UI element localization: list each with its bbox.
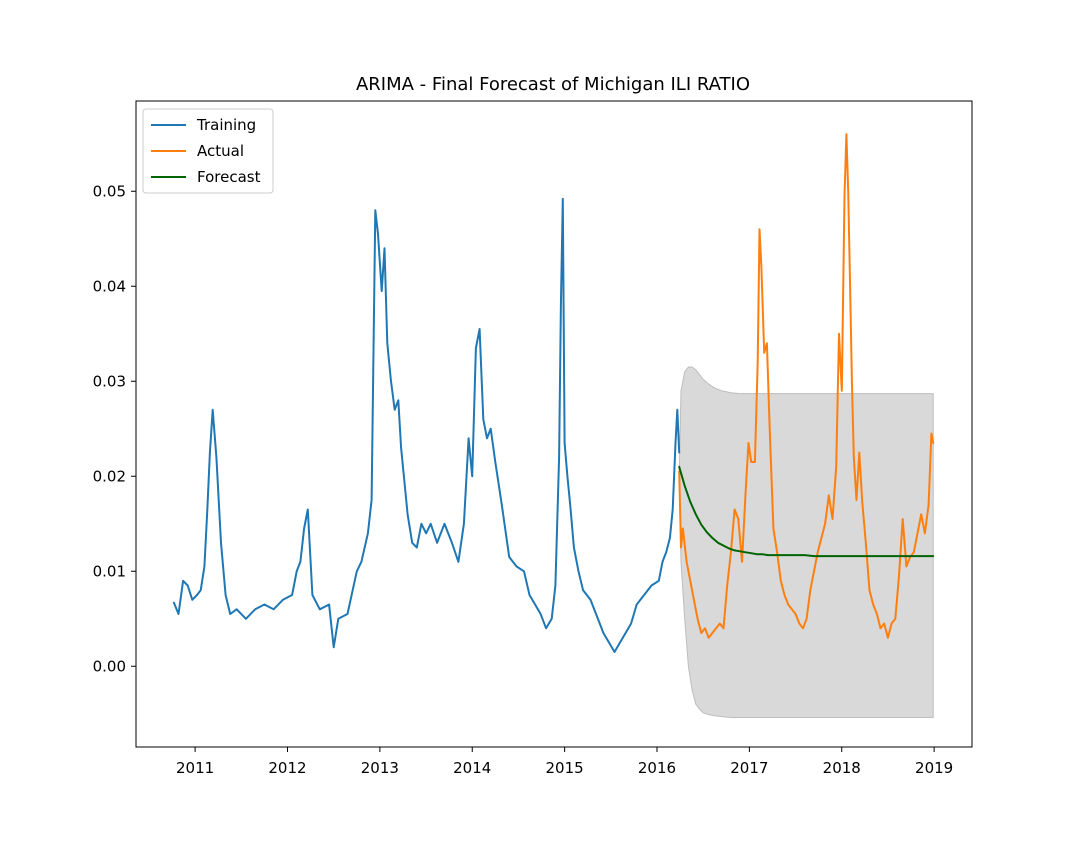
legend-label-forecast: Forecast (197, 168, 261, 186)
x-tick-label: 2018 (823, 759, 861, 777)
y-tick-label: 0.05 (93, 182, 126, 200)
y-tick-label: 0.01 (93, 562, 126, 580)
x-tick-label: 2013 (361, 759, 399, 777)
series-line-actual (678, 133, 935, 639)
x-tick-label: 2016 (638, 759, 676, 777)
x-tick-label: 2011 (176, 759, 214, 777)
series-line-forecast (678, 465, 935, 558)
plot-area (172, 133, 935, 718)
y-tick-label: 0.02 (93, 467, 126, 485)
legend-box (142, 108, 274, 194)
series-line-training (172, 197, 681, 653)
legend-label-actual: Actual (197, 142, 244, 160)
x-tick-label: 2015 (546, 759, 584, 777)
y-tick-label: 0.03 (93, 372, 126, 390)
x-tick-label: 2019 (915, 759, 953, 777)
y-tick-label: 0.00 (93, 657, 126, 675)
x-tick-label: 2014 (453, 759, 491, 777)
axes-frame (135, 100, 973, 748)
legend-label-training: Training (196, 116, 256, 134)
x-tick-label: 2017 (730, 759, 768, 777)
x-tick-label: 2012 (268, 759, 306, 777)
y-tick-label: 0.04 (93, 277, 126, 295)
x-axis: 2011 2012 2013 2014 2015 2016 2017 2018 2019 (176, 747, 953, 777)
legend: Training Actual Forecast (142, 108, 274, 194)
y-axis: 0.00 0.01 0.02 0.03 0.04 0.05 (93, 182, 136, 675)
chart-title: ARIMA - Final Forecast of Michigan ILI R… (356, 74, 750, 95)
